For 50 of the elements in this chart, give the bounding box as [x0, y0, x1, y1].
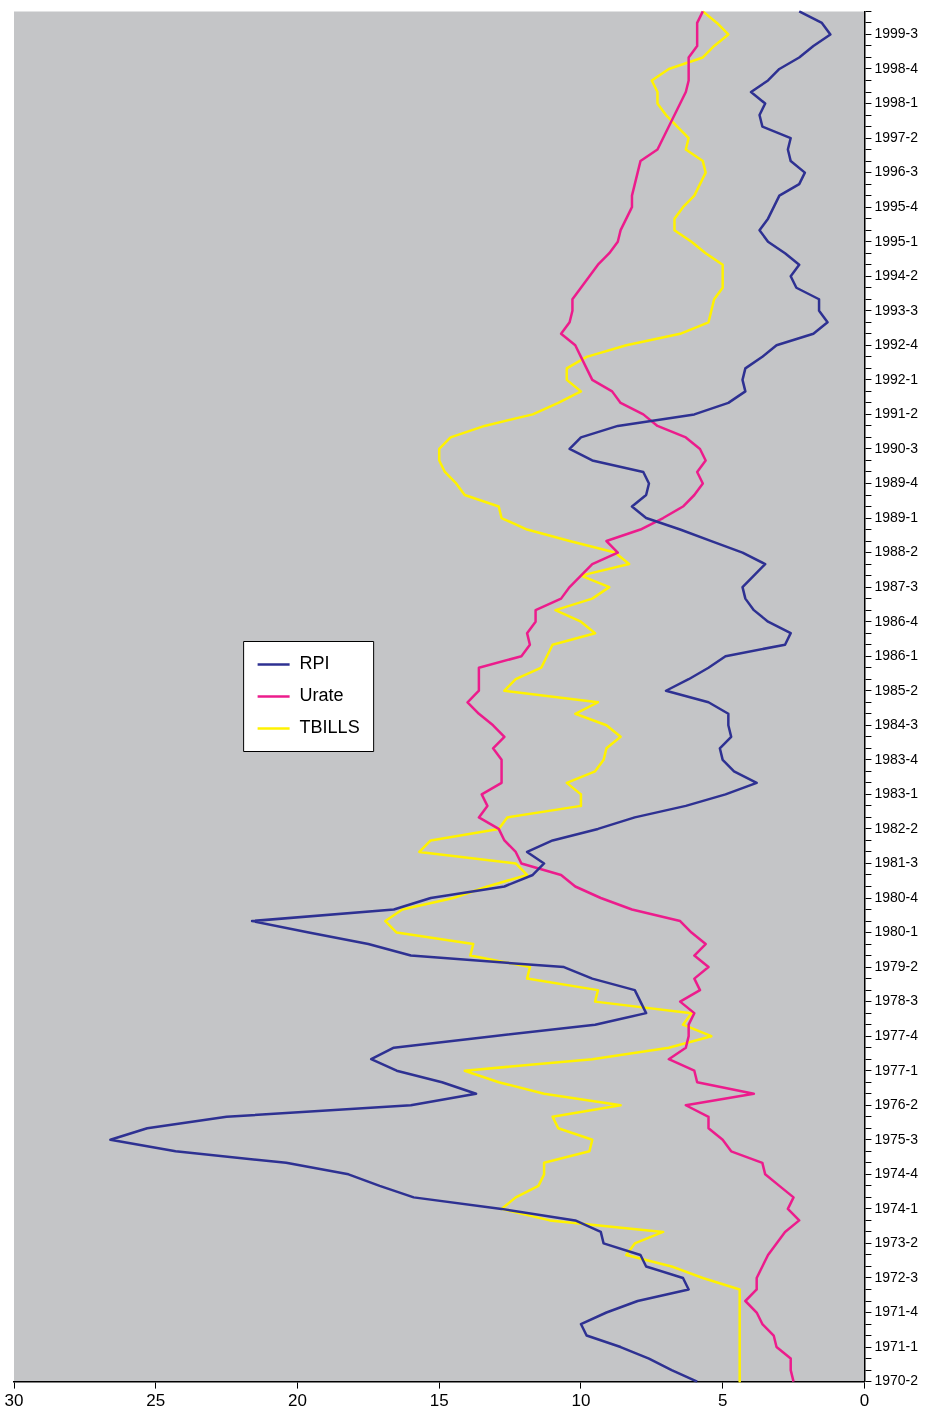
legend-label: Urate [299, 685, 344, 706]
y-tick-label: 1989-1 [874, 508, 919, 525]
y-tick-label: 1994-2 [874, 267, 919, 284]
x-tick-label: 20 [288, 1391, 307, 1411]
y-tick-label: 1974-4 [874, 1165, 919, 1182]
y-tick-label: 1995-4 [874, 198, 919, 214]
y-tick-label: 1980-4 [874, 888, 919, 905]
y-tick-label: 1981-3 [874, 854, 919, 871]
y-tick-label: 1996-3 [874, 163, 919, 180]
y-tick-label: 1989-4 [874, 474, 919, 491]
y-tick-label: 1979-2 [874, 957, 919, 974]
y-tick-label: 1999-3 [874, 25, 919, 42]
y-tick-label: 1977-4 [874, 1027, 919, 1044]
y-tick-label: 1992-1 [874, 370, 919, 387]
y-tick-label: 1977-1 [874, 1061, 919, 1078]
y-tick-label: 1976-2 [874, 1096, 919, 1113]
y-tick-label: 1990-3 [874, 439, 919, 456]
y-tick-label: 1988-2 [874, 543, 919, 560]
legend-label: TBILLS [299, 717, 360, 738]
y-tick-label: 1986-1 [874, 647, 919, 664]
y-tick-label: 1986-4 [874, 612, 919, 629]
x-tick-label: 0 [859, 1391, 870, 1411]
y-tick-label: 1975-3 [874, 1130, 919, 1147]
x-tick-label: 30 [4, 1391, 24, 1411]
y-tick-label: 1991-2 [874, 405, 919, 422]
y-tick-label: 1973-2 [874, 1234, 919, 1251]
y-tick-label: 1978-3 [874, 992, 919, 1009]
y-tick-label: 1974-1 [874, 1199, 919, 1216]
y-tick-label: 1992-4 [874, 336, 919, 353]
x-tick-label: 25 [146, 1391, 166, 1411]
y-tick-label: 1987-3 [874, 577, 919, 594]
y-tick-label: 1971-4 [874, 1303, 919, 1320]
y-tick-label: 1982-2 [874, 819, 919, 836]
y-tick-label: 1983-1 [874, 785, 919, 802]
y-tick-label: 1998-4 [874, 59, 919, 76]
x-tick-label: 10 [571, 1391, 591, 1411]
y-tick-label: 1983-4 [874, 750, 919, 767]
y-tick-label: 1984-3 [874, 716, 919, 733]
y-tick-label: 1995-1 [874, 232, 919, 249]
y-tick-label: 1993-3 [874, 301, 919, 318]
legend-label: RPI [299, 653, 330, 674]
y-tick-label: 1980-1 [874, 923, 919, 940]
y-tick-label: 1985-2 [874, 681, 919, 698]
x-tick-label: 5 [717, 1391, 728, 1411]
y-tick-label: 1998-1 [874, 94, 919, 111]
y-tick-label: 1997-2 [874, 128, 919, 145]
y-tick-label: 1971-1 [874, 1337, 919, 1354]
y-tick-label: 1972-3 [874, 1268, 919, 1285]
x-tick-label: 15 [429, 1391, 449, 1411]
y-tick-label: 1970-2 [874, 1372, 919, 1389]
